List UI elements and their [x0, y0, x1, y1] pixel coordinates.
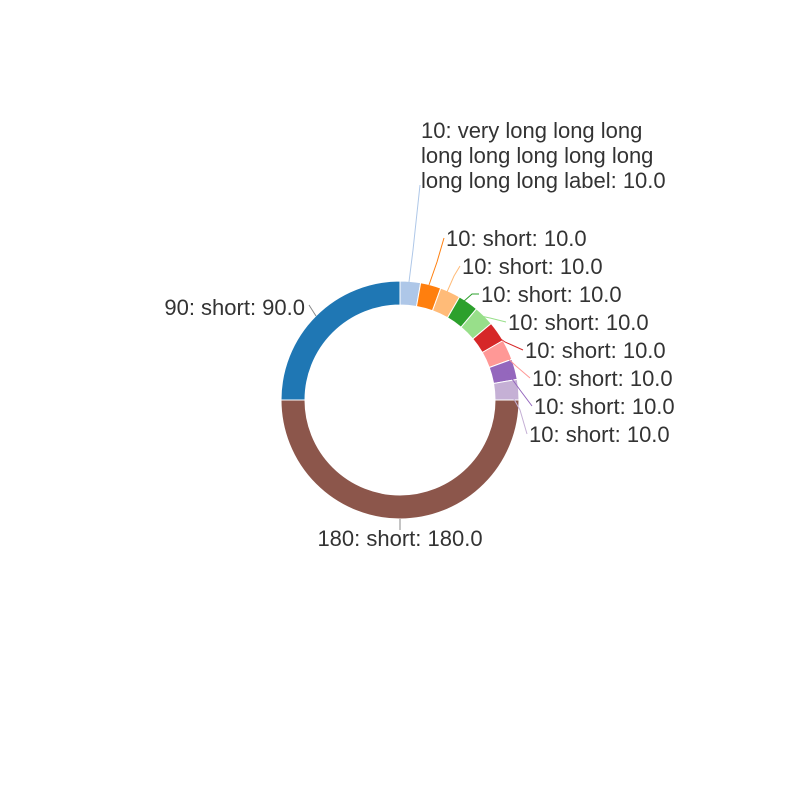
leader-line-5 [462, 293, 479, 303]
leader-line-4 [446, 265, 461, 293]
slice-label-5: 10: short: 10.0 [481, 282, 622, 307]
leader-line-3 [428, 237, 445, 286]
leader-line-8 [495, 346, 531, 379]
leader-lines-layer [308, 184, 533, 530]
slice-label-line: long long long label: 10.0 [421, 168, 666, 193]
slice-label-line: long long long long long [421, 143, 653, 168]
slice-label-6: 10: short: 10.0 [508, 310, 649, 335]
leader-line-2 [408, 184, 421, 283]
slice-label-line: 10: short: 10.0 [525, 338, 666, 363]
slice-label-line: 10: short: 10.0 [508, 310, 649, 335]
slice-label-2: 10: very long long long long long long lo… [421, 118, 666, 193]
leader-line-1 [308, 304, 317, 317]
slice-label-line: 10: short: 10.0 [462, 254, 603, 279]
slice-label-1: 90: short: 90.0 [164, 295, 305, 320]
leader-line-10 [505, 384, 528, 435]
slice-label-0: 180: short: 180.0 [317, 526, 482, 551]
slice-label-7: 10: short: 10.0 [525, 338, 666, 363]
slice-label-3: 10: short: 10.0 [446, 226, 587, 251]
leader-line-6 [475, 314, 507, 323]
pie-slice-10 [492, 378, 520, 401]
labels-layer: 180: short: 180.0 90: short: 90.0 10: very… [164, 118, 674, 551]
slice-label-9: 10: short: 10.0 [534, 394, 675, 419]
slice-label-line: 10: short: 10.0 [534, 394, 675, 419]
slice-label-line: 10: short: 10.0 [529, 422, 670, 447]
slice-label-10: 10: short: 10.0 [529, 422, 670, 447]
slice-label-line: 10: short: 10.0 [532, 366, 673, 391]
slice-label-line: 10: short: 10.0 [446, 226, 587, 251]
leader-line-9 [501, 364, 533, 407]
slice-label-line: 180: short: 180.0 [317, 526, 482, 551]
slice-label-line: 10: short: 10.0 [481, 282, 622, 307]
leader-line-7 [487, 329, 524, 351]
slice-label-8: 10: short: 10.0 [532, 366, 673, 391]
pie-slice-0 [280, 399, 520, 520]
slice-label-line: 90: short: 90.0 [164, 295, 305, 320]
slice-label-4: 10: short: 10.0 [462, 254, 603, 279]
slice-label-line: 10: very long long long [421, 118, 642, 143]
slices-layer [280, 280, 520, 520]
